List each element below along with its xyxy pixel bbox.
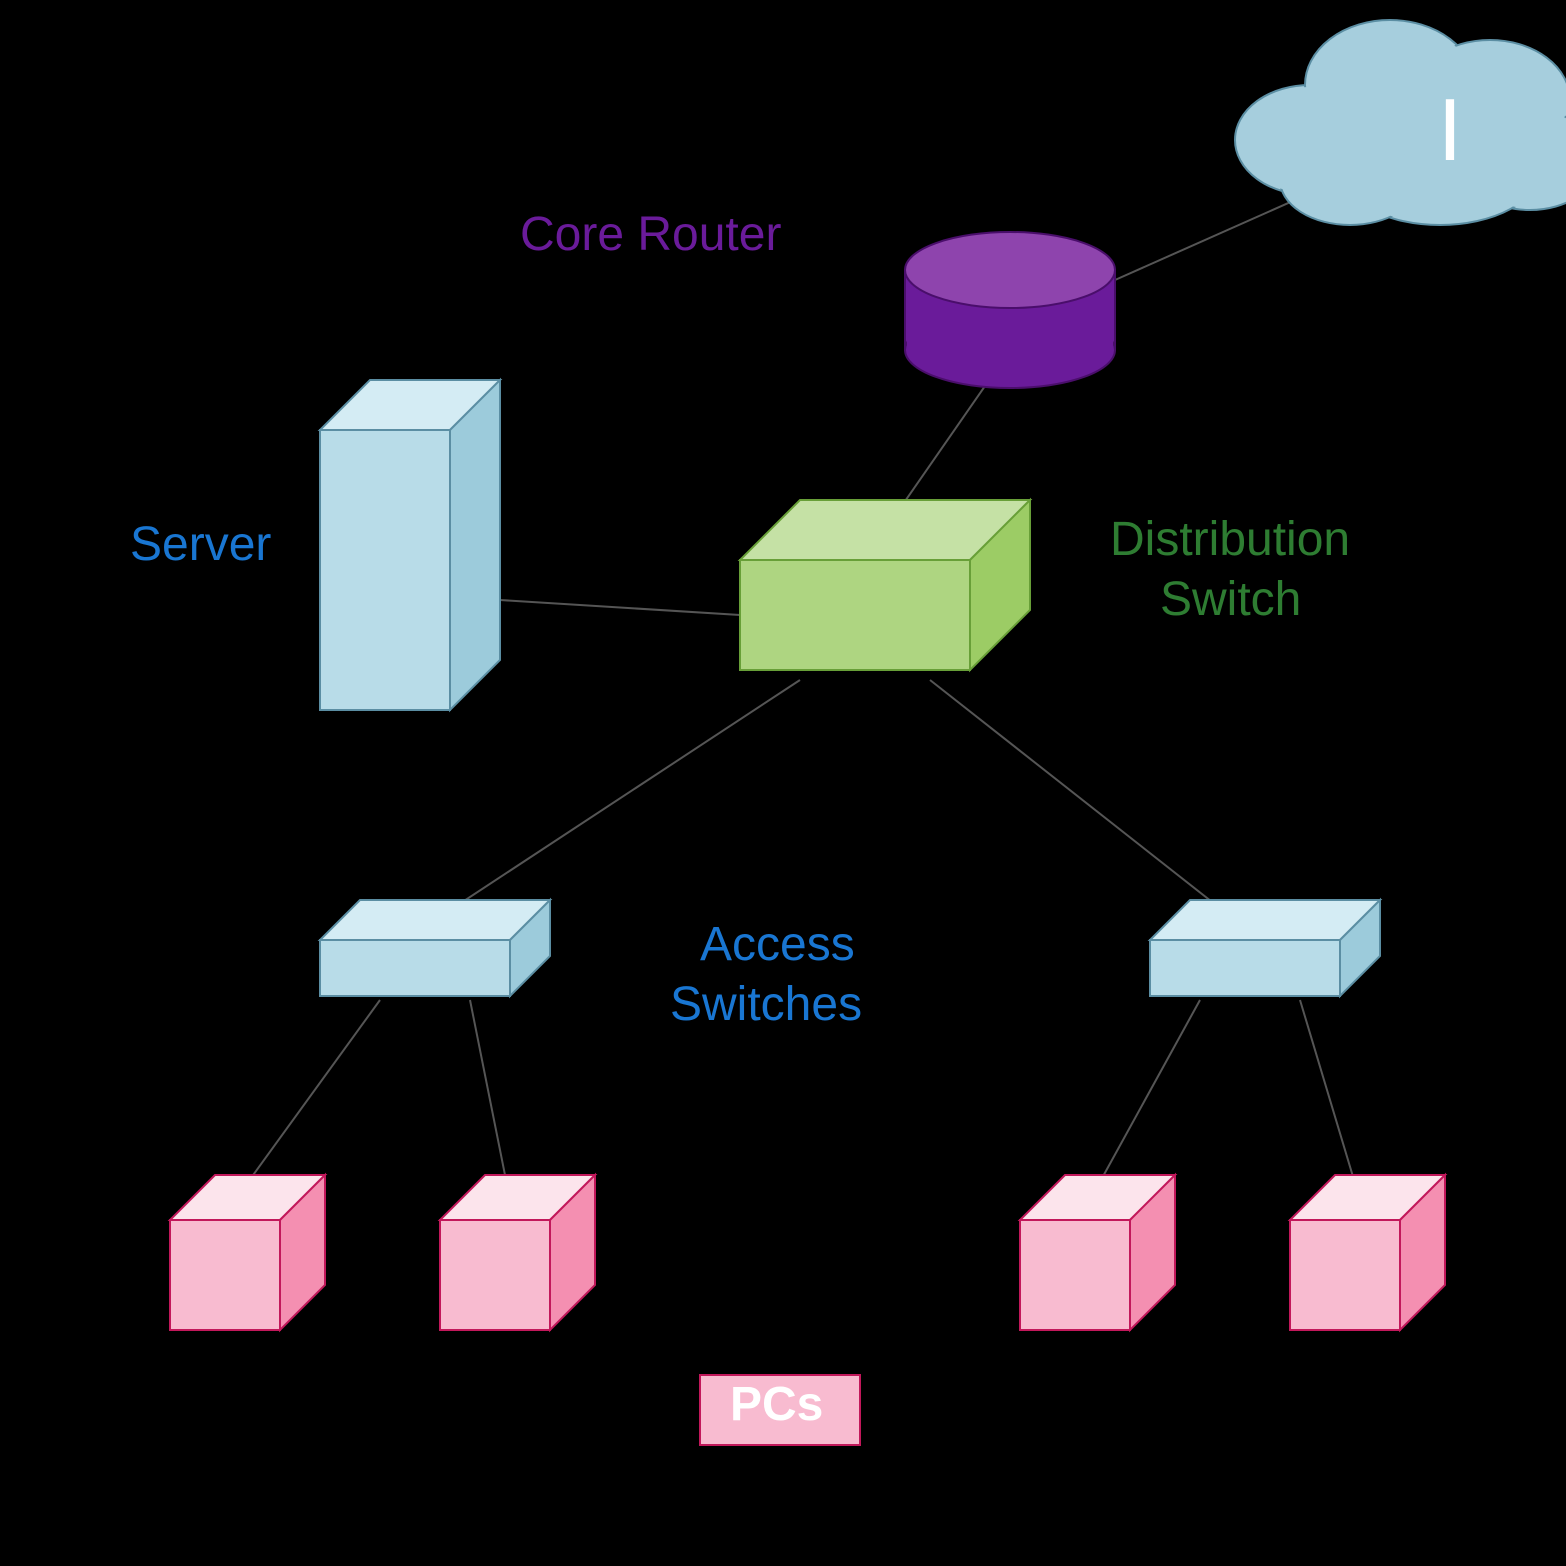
cloud-label: I (1438, 80, 1462, 179)
server-front (320, 430, 450, 710)
pcs-label: PCs (730, 1378, 823, 1431)
distribution-switch-front (740, 560, 970, 670)
access_switches_l1-label: Access (700, 918, 855, 971)
background (0, 0, 1566, 1566)
cylinder-top (905, 232, 1115, 308)
pc-1 (440, 1175, 595, 1330)
server-side (450, 380, 500, 710)
pc-0-front (170, 1220, 280, 1330)
distribution_switch_l2-label: Switch (1160, 573, 1301, 626)
distribution_switch_l1-label: Distribution (1110, 513, 1350, 566)
pc-3 (1290, 1175, 1445, 1330)
access-switch-1 (1150, 900, 1380, 996)
access-switch-0-front (320, 940, 510, 996)
pc-2-front (1020, 1220, 1130, 1330)
access_switches_l2-label: Switches (670, 978, 862, 1031)
pc-1-front (440, 1220, 550, 1330)
server (320, 380, 500, 710)
pc-2 (1020, 1175, 1175, 1330)
core_router-label: Core Router (520, 208, 781, 261)
server-label: Server (130, 518, 271, 571)
pc-3-front (1290, 1220, 1400, 1330)
core-router (905, 232, 1115, 388)
distribution-switch (740, 500, 1030, 670)
pc-0 (170, 1175, 325, 1330)
access-switch-1-front (1150, 940, 1340, 996)
access-switch-0 (320, 900, 550, 996)
cloud-lobe-fill (1282, 137, 1418, 223)
